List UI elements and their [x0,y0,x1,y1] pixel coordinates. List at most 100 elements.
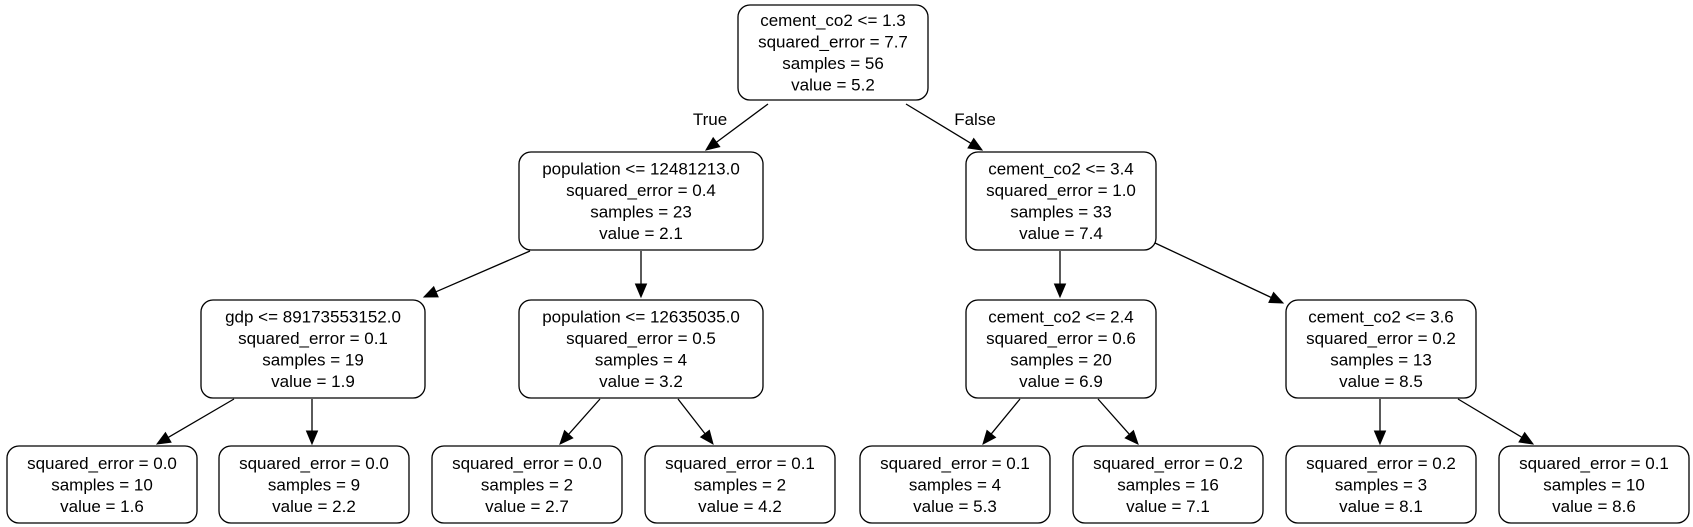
node-box [6,445,198,524]
node-line: squared_error = 0.6 [986,329,1136,348]
node-box [518,151,764,251]
edge-n5-n7 [677,398,714,446]
edge-n2-n4 [305,399,319,446]
node-line: samples = 2 [481,475,573,494]
node-line: cement_co2 <= 3.4 [988,160,1134,179]
edge-line [167,398,235,439]
node-line: squared_error = 0.0 [27,454,177,473]
node-line: samples = 33 [1010,203,1112,222]
node-box [965,299,1157,399]
edge-n8-n12 [1154,242,1285,304]
node-line: samples = 56 [782,54,884,73]
node-line: samples = 19 [262,351,364,370]
node-line: squared_error = 0.0 [239,454,389,473]
arrowhead-icon [1373,430,1387,446]
node-line: value = 8.5 [1339,372,1423,391]
node-line: squared_error = 0.0 [452,454,602,473]
node-line: squared_error = 0.4 [566,181,716,200]
node-box [200,299,426,399]
arrowhead-icon [155,431,172,445]
node-line: value = 7.4 [1019,224,1103,243]
node-line: value = 2.7 [485,497,569,516]
node-line: squared_error = 0.1 [1519,454,1669,473]
arrowhead-icon [967,137,984,151]
node-line: squared_error = 7.7 [758,33,908,52]
leaf-node-n14: squared_error = 0.1 samples = 10 value = 8… [1498,445,1690,524]
split-node-n12: cement_co2 <= 3.6 squared_error = 0.2 samp… [1285,299,1477,399]
node-line: cement_co2 <= 1.3 [760,11,906,30]
edge-n9-n10 [982,398,1021,445]
arrowhead-icon [1053,283,1067,299]
edge-n1-n5 [634,251,648,299]
edge-n8-n9 [1053,251,1067,299]
node-line: value = 5.2 [791,76,875,95]
arrowhead-icon [634,283,648,299]
node-line: samples = 20 [1010,351,1112,370]
edge-label-false: False [954,110,996,129]
node-line: value = 8.6 [1552,497,1636,516]
split-node-n0: cement_co2 <= 1.3 squared_error = 7.7 samp… [737,4,929,101]
node-line: squared_error = 1.0 [986,181,1136,200]
node-line: squared_error = 0.1 [238,329,388,348]
node-box [1285,299,1477,399]
node-line: population <= 12481213.0 [542,160,740,179]
node-line: samples = 10 [1543,475,1645,494]
node-box [431,445,623,524]
node-line: samples = 9 [268,475,360,494]
edge-line [716,103,769,143]
edge-label-true: True [693,110,727,129]
edge-n2-n3 [155,398,235,445]
edge-n5-n6 [559,398,601,445]
edge-line [1457,398,1523,438]
node-line: cement_co2 <= 3.6 [1308,308,1454,327]
arrowhead-icon [559,429,574,445]
node-line: samples = 10 [51,475,153,494]
node-line: value = 5.3 [913,497,997,516]
edge-line [990,398,1021,435]
node-box [644,445,836,524]
node-line: value = 2.2 [272,497,356,516]
edge-n12-n13 [1373,399,1387,446]
nodes-layer: cement_co2 <= 1.3 squared_error = 7.7 samp… [6,4,1690,524]
node-line: squared_error = 0.2 [1306,329,1456,348]
edges-layer [155,103,1535,446]
split-node-n9: cement_co2 <= 2.4 squared_error = 0.6 samp… [965,299,1157,399]
edge-n0-n8 [905,103,984,151]
node-line: samples = 16 [1117,475,1219,494]
node-box [737,4,929,101]
edge-labels-layer: True False [693,110,996,129]
edge-n12-n14 [1457,398,1535,445]
edge-line [1097,398,1130,435]
leaf-node-n7: squared_error = 0.1 samples = 2 value = 4.… [644,445,836,524]
node-line: samples = 4 [595,351,687,370]
node-line: gdp <= 89173553152.0 [225,308,401,327]
node-line: squared_error = 0.1 [880,454,1030,473]
edge-n9-n11 [1097,398,1139,445]
leaf-node-n6: squared_error = 0.0 samples = 2 value = 2.… [431,445,623,524]
node-line: samples = 23 [590,203,692,222]
node-box [859,445,1051,524]
edge-line [677,398,706,435]
node-box [965,151,1157,251]
leaf-node-n3: squared_error = 0.0 samples = 10 value = 1… [6,445,198,524]
edge-line [435,250,531,293]
node-box [1285,445,1477,524]
edge-n1-n2 [422,250,531,298]
arrowhead-icon [305,430,319,446]
edge-line [568,398,601,435]
split-node-n5: population <= 12635035.0 squared_error = … [518,299,764,399]
arrowhead-icon [422,285,439,298]
arrowhead-icon [1124,429,1139,445]
node-box [1072,445,1264,524]
node-line: population <= 12635035.0 [542,308,740,327]
node-line: value = 3.2 [599,372,683,391]
node-line: value = 7.1 [1126,497,1210,516]
arrowhead-icon [982,429,997,445]
node-line: samples = 2 [694,475,786,494]
node-line: value = 8.1 [1339,497,1423,516]
node-line: squared_error = 0.5 [566,329,716,348]
split-node-n8: cement_co2 <= 3.4 squared_error = 1.0 samp… [965,151,1157,251]
node-line: samples = 4 [909,475,1001,494]
leaf-node-n4: squared_error = 0.0 samples = 9 value = 2.… [218,445,410,524]
